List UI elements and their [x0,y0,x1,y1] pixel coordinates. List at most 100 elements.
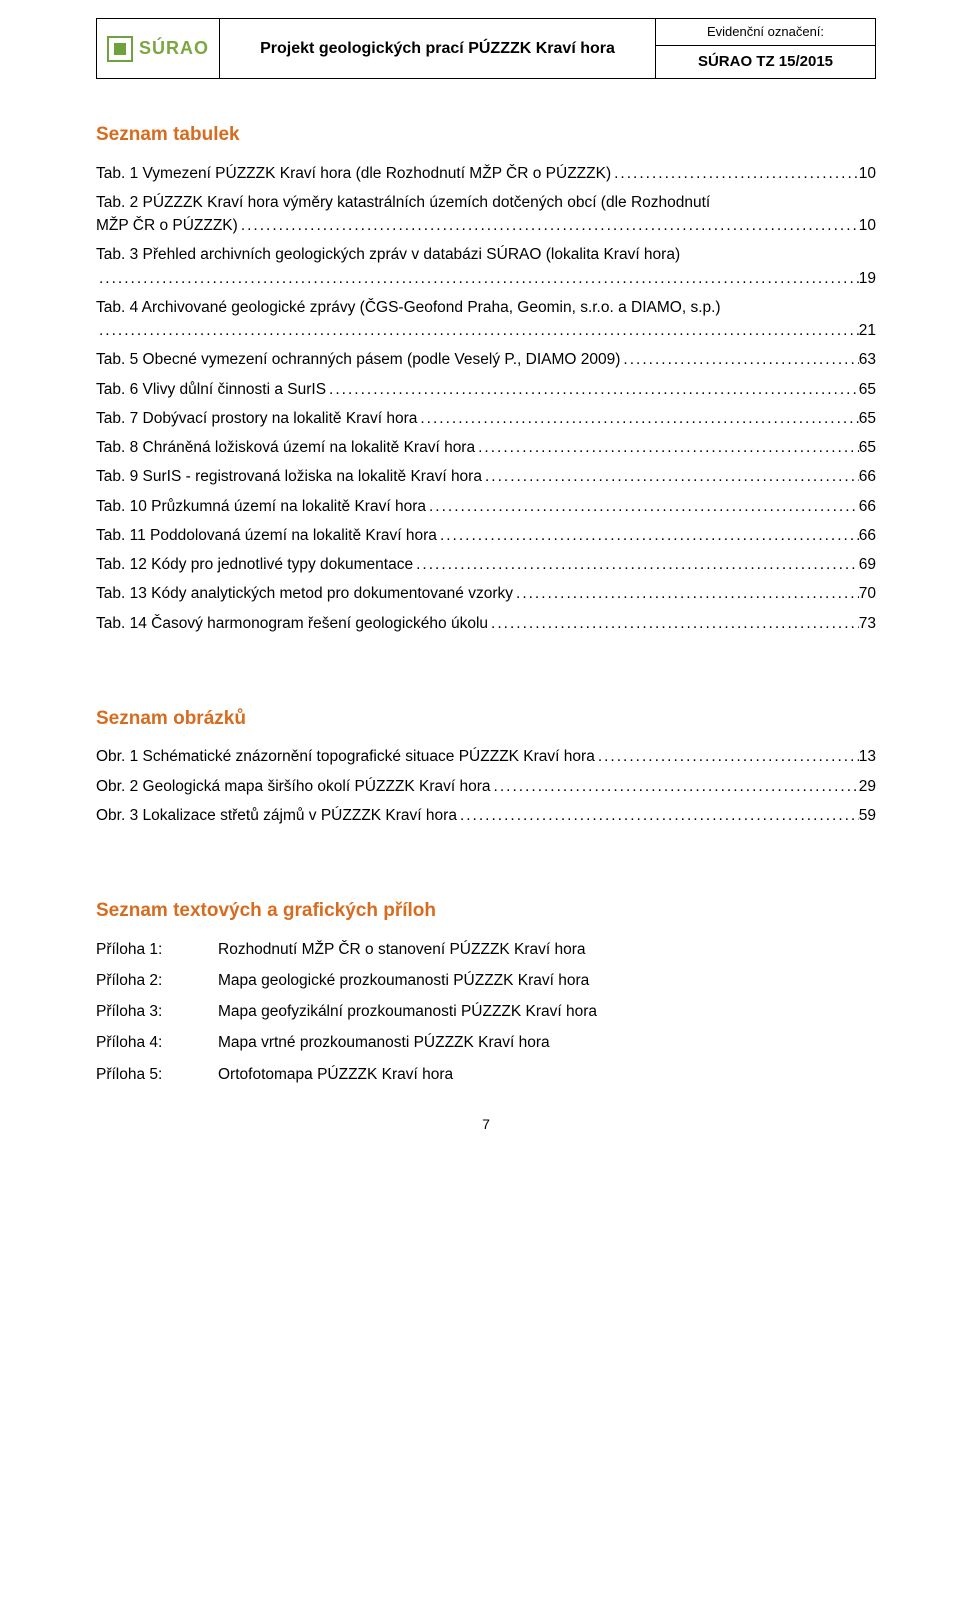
toc-page: 59 [859,804,876,827]
toc-label: Tab. 9 SurIS - registrovaná ložiska na l… [96,465,482,488]
toc-label: Tab. 14 Časový harmonogram řešení geolog… [96,612,488,635]
toc-page: 66 [859,465,876,488]
toc-page: 73 [859,612,876,635]
document-header: SÚRAO Projekt geologických prací PÚZZZK … [96,18,876,79]
header-right-cell: Evidenční označení: SÚRAO TZ 15/2015 [655,19,875,78]
toc-figures-list: Obr. 1 Schématické znázornění topografic… [96,745,876,827]
appendix-text: Mapa vrtné prozkoumanosti PÚZZZK Kraví h… [218,1031,550,1054]
toc-dots: ........................................… [611,162,859,185]
toc-page: 10 [859,214,876,237]
toc-line: Tab. 12 Kódy pro jednotlivé typy dokumen… [96,553,876,576]
toc-dots: ........................................… [513,582,859,605]
toc-dots: ........................................… [488,612,859,635]
toc-dots: ........................................… [417,407,858,430]
toc-line: Tab. 11 Poddolovaná území na lokalitě Kr… [96,524,876,547]
appendix-text: Mapa geofyzikální prozkoumanosti PÚZZZK … [218,1000,597,1023]
toc-label: Tab. 5 Obecné vymezení ochranných pásem … [96,348,620,371]
toc-dots: ........................................… [595,745,859,768]
toc-label: Obr. 1 Schématické znázornění topografic… [96,745,595,768]
appendix-row: Příloha 1: Rozhodnutí MŽP ČR o stanovení … [96,938,876,961]
toc-line: Tab. 6 Vlivy důlní činnosti a SurIS ....… [96,378,876,401]
toc-line: Tab. 3 Přehled archivních geologických z… [96,243,876,290]
toc-page: 65 [859,407,876,430]
toc-label: Tab. 10 Průzkumná území na lokalitě Krav… [96,495,426,518]
toc-label: Tab. 6 Vlivy důlní činnosti a SurIS [96,378,326,401]
header-doc-number: SÚRAO TZ 15/2015 [656,46,875,79]
page-number: 7 [96,1114,876,1135]
header-right-label: Evidenční označení: [656,19,875,46]
toc-label: Tab. 11 Poddolovaná území na lokalitě Kr… [96,524,437,547]
toc-page: 65 [859,436,876,459]
toc-line: Tab. 1 Vymezení PÚZZZK Kraví hora (dle R… [96,162,876,185]
toc-page: 19 [859,267,876,290]
section-heading-obrazku: Seznam obrázků [96,705,876,734]
toc-line: Tab. 4 Archivované geologické zprávy (ČG… [96,296,876,343]
toc-line: Obr. 3 Lokalizace střetů zájmů v PÚZZZK … [96,804,876,827]
toc-label: Tab. 4 Archivované geologické zprávy (ČG… [96,296,876,319]
appendix-text: Rozhodnutí MŽP ČR o stanovení PÚZZZK Kra… [218,938,586,961]
toc-label: Tab. 2 PÚZZZK Kraví hora výměry katastrá… [96,191,876,214]
toc-label: Tab. 8 Chráněná ložisková území na lokal… [96,436,475,459]
toc-line: Tab. 13 Kódy analytických metod pro doku… [96,582,876,605]
toc-page: 21 [859,319,876,342]
toc-tables-list: Tab. 1 Vymezení PÚZZZK Kraví hora (dle R… [96,162,876,635]
toc-line: Tab. 9 SurIS - registrovaná ložiska na l… [96,465,876,488]
appendix-label: Příloha 1: [96,938,186,961]
toc-line: Tab. 14 Časový harmonogram řešení geolog… [96,612,876,635]
toc-label: Tab. 7 Dobývací prostory na lokalitě Kra… [96,407,417,430]
toc-dots: ........................................… [426,495,859,518]
seznam-obrazku-section: Seznam obrázků Obr. 1 Schématické znázor… [96,705,876,827]
appendix-text: Ortofotomapa PÚZZZK Kraví hora [218,1063,453,1086]
toc-page: 13 [859,745,876,768]
toc-dots: ........................................… [96,267,859,290]
toc-label: Obr. 3 Lokalizace střetů zájmů v PÚZZZK … [96,804,457,827]
toc-label: Tab. 1 Vymezení PÚZZZK Kraví hora (dle R… [96,162,611,185]
appendix-label: Příloha 5: [96,1063,186,1086]
toc-dots: ........................................… [96,319,859,342]
toc-page: 70 [859,582,876,605]
toc-page: 63 [859,348,876,371]
toc-dots: ........................................… [620,348,858,371]
appendix-list: Příloha 1: Rozhodnutí MŽP ČR o stanovení … [96,938,876,1086]
appendix-label: Příloha 4: [96,1031,186,1054]
appendix-row: Příloha 2: Mapa geologické prozkoumanosti… [96,969,876,992]
toc-dots: ........................................… [413,553,859,576]
toc-page: 65 [859,378,876,401]
toc-page: 66 [859,524,876,547]
toc-dots: ........................................… [326,378,859,401]
toc-line: Tab. 10 Průzkumná území na lokalitě Krav… [96,495,876,518]
toc-page: 69 [859,553,876,576]
toc-line: Obr. 2 Geologická mapa širšího okolí PÚZ… [96,775,876,798]
toc-page: 10 [859,162,876,185]
toc-line: Tab. 2 PÚZZZK Kraví hora výměry katastrá… [96,191,876,238]
logo-text: SÚRAO [139,35,209,62]
toc-line: Tab. 8 Chráněná ložisková území na lokal… [96,436,876,459]
toc-label: Tab. 12 Kódy pro jednotlivé typy dokumen… [96,553,413,576]
seznam-tabulek-section: Seznam tabulek Tab. 1 Vymezení PÚZZZK Kr… [96,121,876,635]
toc-page: 66 [859,495,876,518]
toc-dots: ........................................… [457,804,859,827]
toc-dots: ........................................… [491,775,859,798]
toc-label: Tab. 3 Přehled archivních geologických z… [96,243,876,266]
appendix-label: Příloha 2: [96,969,186,992]
toc-label: Tab. 13 Kódy analytických metod pro doku… [96,582,513,605]
toc-label: MŽP ČR o PÚZZZK) [96,214,238,237]
document-page: SÚRAO Projekt geologických prací PÚZZZK … [0,0,960,1175]
toc-line: Tab. 5 Obecné vymezení ochranných pásem … [96,348,876,371]
toc-dots: ........................................… [475,436,859,459]
toc-dots: ........................................… [482,465,859,488]
appendix-row: Příloha 3: Mapa geofyzikální prozkoumanos… [96,1000,876,1023]
toc-line: Tab. 7 Dobývací prostory na lokalitě Kra… [96,407,876,430]
toc-page: 29 [859,775,876,798]
header-title: Projekt geologických prací PÚZZZK Kraví … [220,19,655,78]
toc-line: Obr. 1 Schématické znázornění topografic… [96,745,876,768]
appendix-row: Příloha 5: Ortofotomapa PÚZZZK Kraví hora [96,1063,876,1086]
appendix-label: Příloha 3: [96,1000,186,1023]
seznam-priloh-section: Seznam textových a grafických příloh Pří… [96,897,876,1086]
header-logo-cell: SÚRAO [97,19,220,78]
appendix-row: Příloha 4: Mapa vrtné prozkoumanosti PÚZZ… [96,1031,876,1054]
logo-square-icon [107,36,133,62]
section-heading-tabulek: Seznam tabulek [96,121,876,150]
toc-dots: ........................................… [238,214,859,237]
appendix-text: Mapa geologické prozkoumanosti PÚZZZK Kr… [218,969,589,992]
